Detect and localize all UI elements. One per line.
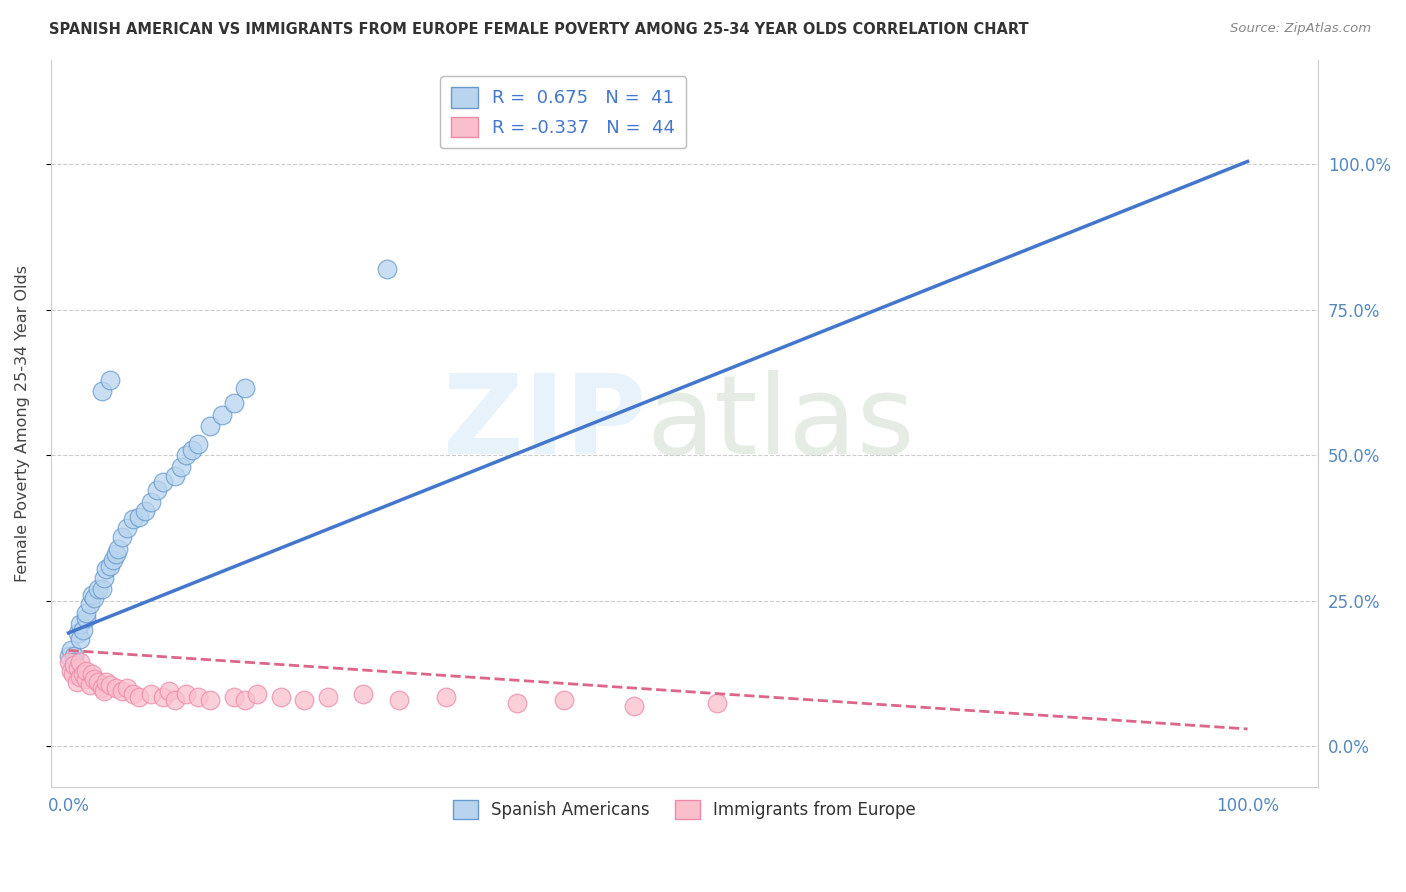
Point: [104, 681, 127, 696]
Point: [187, 690, 209, 704]
Y-axis label: Female Poverty Among 25-34 Year Olds: Female Poverty Among 25-34 Year Olds: [15, 265, 30, 582]
Point: [176, 449, 198, 463]
Point: [706, 696, 728, 710]
Point: [222, 690, 245, 704]
Point: [79, 597, 101, 611]
Point: [128, 690, 150, 704]
Point: [128, 509, 150, 524]
Point: [83, 591, 105, 605]
Text: SPANISH AMERICAN VS IMMIGRANTS FROM EUROPE FEMALE POVERTY AMONG 25-34 YEAR OLDS : SPANISH AMERICAN VS IMMIGRANTS FROM EURO…: [49, 22, 1029, 37]
Point: [139, 495, 162, 509]
Point: [69, 617, 91, 632]
Point: [66, 661, 89, 675]
Point: [75, 611, 97, 625]
Point: [198, 693, 221, 707]
Point: [66, 626, 89, 640]
Point: [352, 687, 374, 701]
Point: [79, 678, 101, 692]
Point: [82, 666, 104, 681]
Point: [72, 623, 94, 637]
Legend: Spanish Americans, Immigrants from Europe: Spanish Americans, Immigrants from Europ…: [446, 794, 922, 826]
Point: [110, 530, 132, 544]
Point: [75, 664, 97, 678]
Point: [103, 553, 125, 567]
Point: [69, 632, 91, 646]
Point: [117, 681, 139, 696]
Point: [434, 690, 457, 704]
Point: [176, 687, 198, 701]
Point: [75, 606, 97, 620]
Point: [139, 687, 162, 701]
Point: [96, 675, 118, 690]
Point: [388, 693, 411, 707]
Point: [63, 649, 86, 664]
Point: [98, 559, 121, 574]
Point: [623, 698, 645, 713]
Point: [375, 262, 398, 277]
Point: [93, 571, 115, 585]
Point: [58, 655, 80, 669]
Point: [69, 655, 91, 669]
Point: [152, 475, 174, 489]
Point: [83, 673, 105, 687]
Point: [211, 408, 233, 422]
Text: Source: ZipAtlas.com: Source: ZipAtlas.com: [1230, 22, 1371, 36]
Point: [169, 460, 191, 475]
Point: [98, 678, 121, 692]
Point: [222, 396, 245, 410]
Point: [59, 664, 82, 678]
Point: [87, 582, 110, 597]
Point: [90, 384, 112, 399]
Point: [146, 483, 169, 498]
Point: [157, 684, 180, 698]
Point: [553, 693, 575, 707]
Point: [82, 588, 104, 602]
Point: [270, 690, 292, 704]
Point: [110, 684, 132, 698]
Point: [198, 419, 221, 434]
Point: [75, 673, 97, 687]
Point: [96, 562, 118, 576]
Point: [181, 442, 204, 457]
Point: [87, 675, 110, 690]
Text: ZIP: ZIP: [443, 370, 647, 477]
Point: [505, 696, 527, 710]
Point: [163, 468, 186, 483]
Point: [90, 681, 112, 696]
Point: [152, 690, 174, 704]
Point: [107, 541, 129, 556]
Text: atlas: atlas: [647, 370, 915, 477]
Point: [163, 693, 186, 707]
Point: [134, 504, 156, 518]
Point: [316, 690, 339, 704]
Point: [292, 693, 315, 707]
Point: [93, 684, 115, 698]
Point: [104, 547, 127, 561]
Point: [59, 643, 82, 657]
Point: [72, 666, 94, 681]
Point: [98, 373, 121, 387]
Point: [235, 381, 257, 395]
Point: [66, 675, 89, 690]
Point: [122, 512, 145, 526]
Point: [90, 582, 112, 597]
Point: [117, 521, 139, 535]
Point: [246, 687, 269, 701]
Point: [63, 657, 86, 672]
Point: [62, 666, 84, 681]
Point: [235, 693, 257, 707]
Point: [187, 436, 209, 450]
Point: [63, 655, 86, 669]
Point: [122, 687, 145, 701]
Point: [69, 669, 91, 683]
Point: [58, 649, 80, 664]
